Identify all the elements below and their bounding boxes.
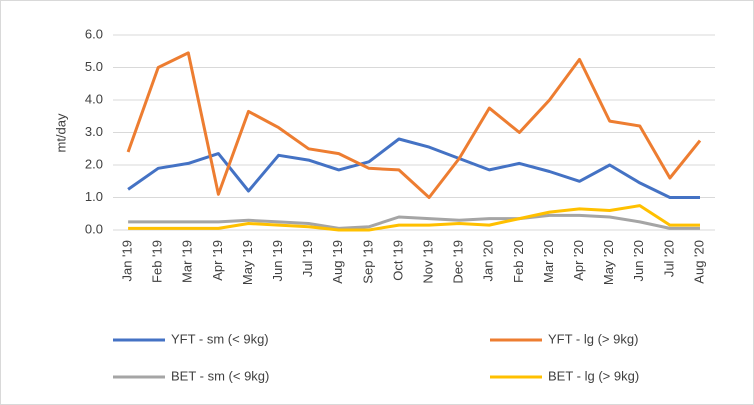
series-line [128,204,700,232]
y-axis-label: mt/day [53,113,68,153]
x-tick-label: Feb '19 [150,240,165,283]
x-tick-label: Jan '19 [119,240,134,282]
x-tick-label: Apr '20 [571,240,586,281]
x-tick-label: Mar '20 [541,240,556,283]
series-line [128,213,700,230]
x-tick-label: Feb '20 [511,240,526,283]
y-tick-label: 0.0 [85,221,103,236]
y-tick-label: 4.0 [85,91,103,106]
x-tick-label: Oct '19 [390,240,405,281]
x-tick-label: Sep '19 [360,240,375,284]
legend-label: BET - sm (< 9kg) [171,368,269,383]
y-tick-label: 2.0 [85,156,103,171]
legend-label: YFT - sm (< 9kg) [171,331,269,346]
legend-label: YFT - lg (> 9kg) [548,331,638,346]
x-tick-label: Dec '19 [451,240,466,284]
series-line [126,51,702,199]
x-tick-label: Jan '20 [481,240,496,282]
x-tick-label: Aug '19 [330,240,345,284]
y-tick-label: 5.0 [85,59,103,74]
x-tick-label: Jun '20 [631,240,646,282]
x-tick-label: Jun '19 [270,240,285,282]
y-tick-label: 3.0 [85,124,103,139]
x-tick-label: May '19 [240,240,255,285]
x-tick-label: Apr '19 [210,240,225,281]
x-tick-label: Mar '19 [180,240,195,283]
x-tick-label: Nov '19 [420,240,435,284]
y-tick-label: 6.0 [85,26,103,41]
x-tick-label: Aug '20 [691,240,706,284]
x-tick-label: Jul '20 [661,240,676,277]
x-tick-label: Jul '19 [300,240,315,277]
x-tick-label: May '20 [601,240,616,285]
legend-label: BET - lg (> 9kg) [548,368,639,383]
series-line [127,137,700,199]
y-tick-label: 1.0 [85,189,103,204]
